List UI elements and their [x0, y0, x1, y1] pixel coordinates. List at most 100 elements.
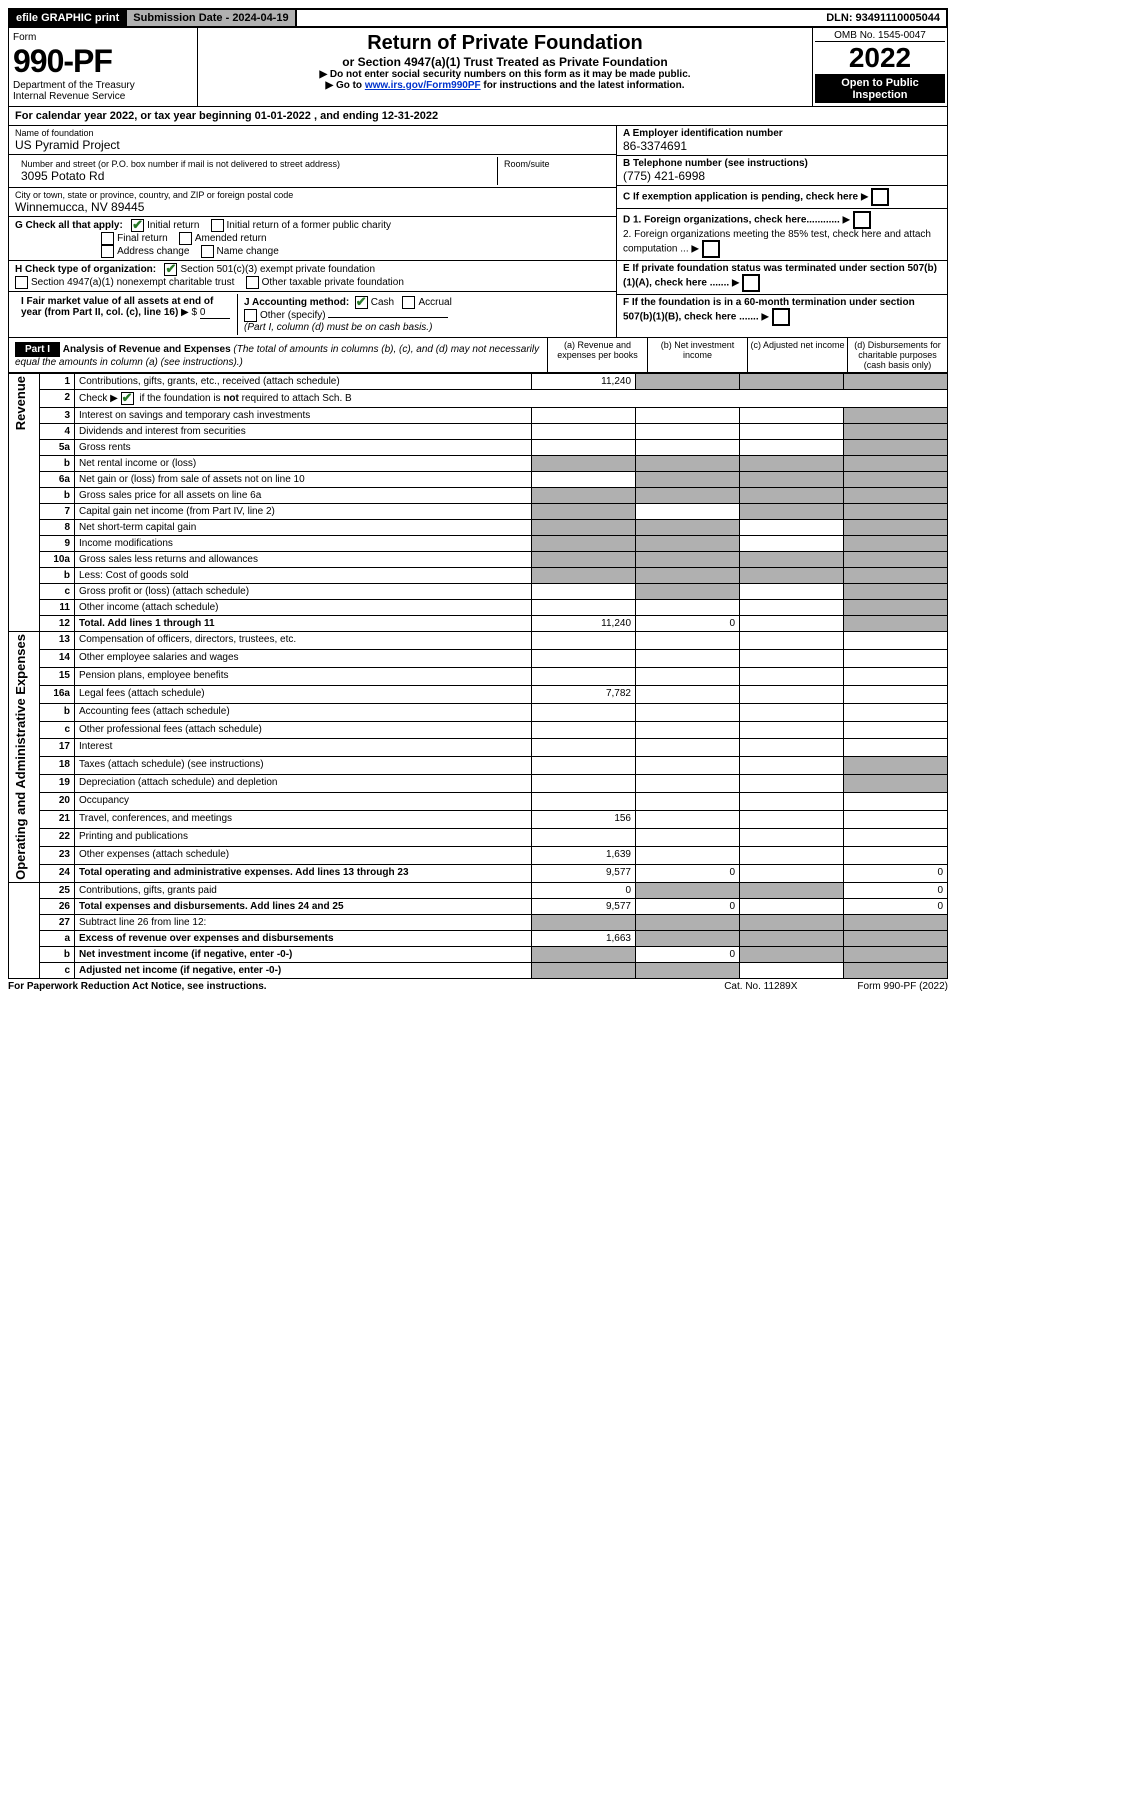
omb-number: OMB No. 1545-0047 — [815, 30, 945, 42]
line-2: Check ▶ if the foundation is not require… — [75, 390, 948, 408]
city-state-zip: Winnemucca, NV 89445 — [15, 200, 610, 214]
paperwork-notice: For Paperwork Reduction Act Notice, see … — [8, 981, 267, 992]
line-d1: D 1. Foreign organizations, check here..… — [623, 215, 840, 226]
line-24: Total operating and administrative expen… — [75, 864, 532, 882]
line-16c: Other professional fees (attach schedule… — [75, 721, 532, 739]
line-16b: Accounting fees (attach schedule) — [75, 703, 532, 721]
checkbox-c[interactable] — [871, 188, 889, 206]
line-23: Other expenses (attach schedule) — [75, 846, 532, 864]
section-h: H Check type of organization: Section 50… — [9, 261, 616, 292]
line-22: Printing and publications — [75, 828, 532, 846]
line-27b: Net investment income (if negative, ente… — [75, 946, 532, 962]
checkbox-other-method[interactable] — [244, 309, 257, 322]
submission-date: Submission Date - 2024-04-19 — [127, 10, 296, 26]
line-6b: Gross sales price for all assets on line… — [75, 488, 532, 504]
part1-table: Revenue 1Contributions, gifts, grants, e… — [8, 373, 948, 979]
expenses-section-label: Operating and Administrative Expenses — [13, 634, 28, 880]
line-d2: 2. Foreign organizations meeting the 85%… — [623, 229, 931, 255]
form-ref: Form 990-PF (2022) — [857, 981, 948, 992]
part1-title: Analysis of Revenue and Expenses — [63, 344, 231, 355]
line-10b: Less: Cost of goods sold — [75, 568, 532, 584]
note-link: ▶ Go to www.irs.gov/Form990PF for instru… — [202, 80, 808, 91]
line-19: Depreciation (attach schedule) and deple… — [75, 775, 532, 793]
ein-label: A Employer identification number — [623, 128, 941, 139]
line-12: Total. Add lines 1 through 11 — [75, 616, 532, 632]
cat-no: Cat. No. 11289X — [724, 981, 797, 992]
line-6a: Net gain or (loss) from sale of assets n… — [75, 472, 532, 488]
col-d-head: (d) Disbursements for charitable purpose… — [847, 338, 947, 372]
line-27: Subtract line 26 from line 12: — [75, 914, 532, 930]
checkbox-sch-b[interactable] — [121, 392, 134, 405]
line-5b: Net rental income or (loss) — [75, 456, 532, 472]
checkbox-name-change[interactable] — [201, 245, 214, 258]
line-13: Compensation of officers, directors, tru… — [75, 632, 532, 650]
page-footer: For Paperwork Reduction Act Notice, see … — [8, 979, 948, 992]
room-label: Room/suite — [504, 159, 604, 169]
form-subtitle: or Section 4947(a)(1) Trust Treated as P… — [202, 55, 808, 69]
telephone: (775) 421-6998 — [623, 169, 941, 183]
checkbox-other-taxable[interactable] — [246, 276, 259, 289]
line-3: Interest on savings and temporary cash i… — [75, 408, 532, 424]
part1-label: Part I — [15, 342, 60, 357]
cash-basis-note: (Part I, column (d) must be on cash basi… — [244, 322, 432, 333]
checkbox-final-return[interactable] — [101, 232, 114, 245]
line-11: Other income (attach schedule) — [75, 600, 532, 616]
line-c-label: C If exemption application is pending, c… — [623, 192, 858, 203]
tel-label: B Telephone number (see instructions) — [623, 158, 941, 169]
checkbox-f[interactable] — [772, 308, 790, 326]
checkbox-address-change[interactable] — [101, 245, 114, 258]
line-5a: Gross rents — [75, 440, 532, 456]
line-9: Income modifications — [75, 536, 532, 552]
checkbox-d2[interactable] — [702, 240, 720, 258]
checkbox-amended-return[interactable] — [179, 232, 192, 245]
line-26: Total expenses and disbursements. Add li… — [75, 898, 532, 914]
irs: Internal Revenue Service — [13, 91, 193, 102]
line-f: F If the foundation is in a 60-month ter… — [623, 297, 915, 323]
line-25: Contributions, gifts, grants paid — [75, 882, 532, 898]
line-17: Interest — [75, 739, 532, 757]
revenue-section-label: Revenue — [13, 376, 28, 430]
form-number: 990-PF — [13, 43, 193, 80]
line-10a: Gross sales less returns and allowances — [75, 552, 532, 568]
col-b-head: (b) Net investment income — [647, 338, 747, 372]
entity-info: Name of foundation US Pyramid Project Nu… — [8, 126, 948, 338]
checkbox-accrual[interactable] — [402, 296, 415, 309]
line-i-label: I Fair market value of all assets at end… — [21, 296, 213, 318]
note-ssn: ▶ Do not enter social security numbers o… — [202, 69, 808, 80]
dln: DLN: 93491110005044 — [820, 10, 946, 26]
efile-button[interactable]: efile GRAPHIC print — [10, 10, 127, 26]
line-21: Travel, conferences, and meetings — [75, 811, 532, 829]
foundation-name: US Pyramid Project — [15, 138, 610, 152]
checkbox-d1[interactable] — [853, 211, 871, 229]
line-1: Contributions, gifts, grants, etc., rece… — [75, 374, 532, 390]
checkbox-e[interactable] — [742, 274, 760, 292]
part1-header: Part I Analysis of Revenue and Expenses … — [8, 338, 948, 373]
checkbox-4947a1[interactable] — [15, 276, 28, 289]
checkbox-cash[interactable] — [355, 296, 368, 309]
irs-link[interactable]: www.irs.gov/Form990PF — [365, 80, 481, 91]
ein-value: 86-3374691 — [623, 139, 941, 153]
checkbox-initial-return[interactable] — [131, 219, 144, 232]
col-a-head: (a) Revenue and expenses per books — [547, 338, 647, 372]
section-g: G Check all that apply: Initial return I… — [9, 217, 616, 261]
form-header: Form 990-PF Department of the Treasury I… — [8, 28, 948, 107]
addr-label: Number and street (or P.O. box number if… — [21, 159, 491, 169]
dept: Department of the Treasury — [13, 80, 193, 91]
line-e: E If private foundation status was termi… — [623, 263, 937, 289]
form-title: Return of Private Foundation — [202, 32, 808, 55]
line-14: Other employee salaries and wages — [75, 649, 532, 667]
line-j-label: J Accounting method: — [244, 297, 349, 308]
line-15: Pension plans, employee benefits — [75, 667, 532, 685]
line-27c: Adjusted net income (if negative, enter … — [75, 962, 532, 978]
line-27a: Excess of revenue over expenses and disb… — [75, 930, 532, 946]
line-10c: Gross profit or (loss) (attach schedule) — [75, 584, 532, 600]
line-18: Taxes (attach schedule) (see instruction… — [75, 757, 532, 775]
tax-year: 2022 — [815, 42, 945, 75]
fmv-value: 0 — [200, 307, 230, 319]
open-inspection: Open to Public Inspection — [815, 75, 945, 103]
checkbox-501c3[interactable] — [164, 263, 177, 276]
form-word: Form — [13, 32, 193, 43]
name-label: Name of foundation — [15, 128, 610, 138]
checkbox-initial-former[interactable] — [211, 219, 224, 232]
col-c-head: (c) Adjusted net income — [747, 338, 847, 372]
